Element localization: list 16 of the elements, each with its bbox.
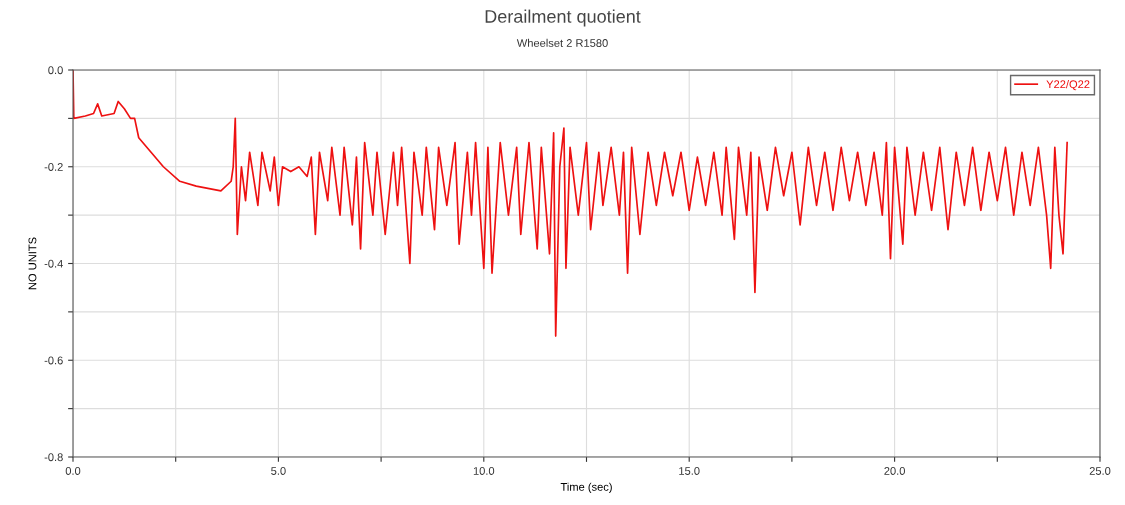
y-tick-label: -0.2: [44, 163, 63, 171]
x-tick-label: 15.0: [679, 467, 700, 475]
x-tick-label: 20.0: [884, 467, 905, 475]
chart-subtitle: Wheelset 2 R1580: [516, 38, 608, 47]
y-tick-label: -0.6: [44, 356, 63, 365]
y-tick-label: -0.4: [44, 259, 63, 268]
legend-label: Y22/Q22: [1046, 80, 1090, 91]
y-tick-label: 0.0: [48, 66, 63, 75]
y-axis-title: NO UNITS: [28, 237, 37, 290]
x-tick-label: 0.0: [65, 467, 81, 475]
x-axis-title: Time (sec): [560, 482, 612, 493]
x-tick-label: 25.0: [1089, 467, 1111, 475]
y-tick-label: -0.8: [44, 453, 63, 462]
chart-title: Derailment quotient: [485, 9, 641, 27]
x-tick-label: 5.0: [271, 467, 286, 475]
x-tick-label: 10.0: [473, 467, 495, 475]
